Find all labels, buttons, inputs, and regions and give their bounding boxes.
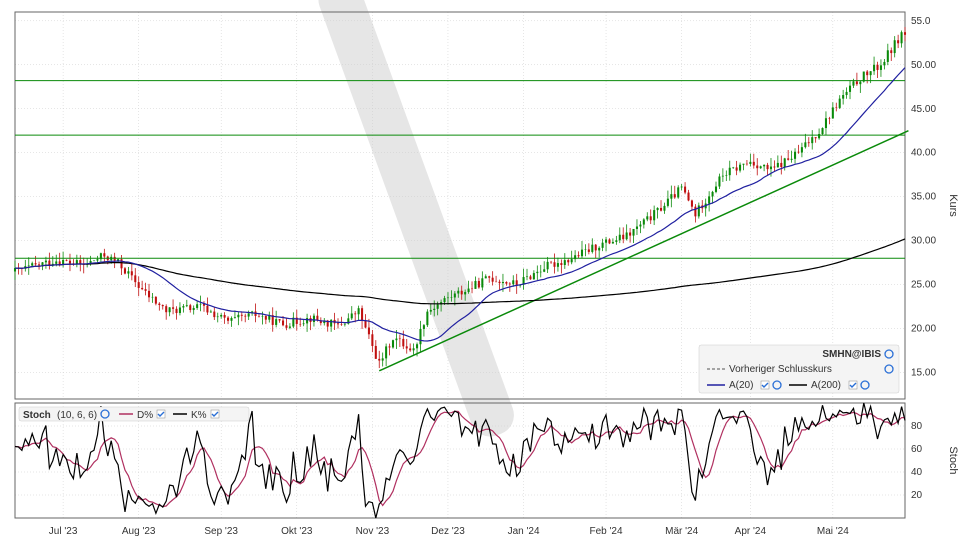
svg-text:Jan '24: Jan '24 [508, 526, 540, 537]
stock-chart-svg: 15.00 20.00 25.00 30.00 35.00 40.00 45.00 50.00… [0, 0, 960, 540]
svg-text:20: 20 [911, 490, 923, 501]
svg-text:K%: K% [191, 410, 207, 421]
svg-text:Sep '23: Sep '23 [204, 526, 238, 537]
svg-text:SMHN@IBIS: SMHN@IBIS [822, 349, 881, 360]
svg-text:A(200): A(200) [811, 380, 841, 391]
indicator-legend: Stoch (10, 6, 6) D% K% [19, 407, 249, 421]
svg-text:Dez '23: Dez '23 [431, 526, 465, 537]
svg-text:(10, 6, 6): (10, 6, 6) [57, 410, 97, 421]
svg-text:Stoch: Stoch [947, 446, 959, 474]
svg-text:15.00: 15.00 [911, 368, 936, 379]
svg-text:Apr '24: Apr '24 [735, 526, 767, 537]
svg-text:60: 60 [911, 444, 923, 455]
svg-text:20.00: 20.00 [911, 324, 936, 335]
main-legend: SMHN@IBIS Vorheriger Schlusskurs A(20) A(20… [699, 345, 899, 393]
svg-text:Stoch: Stoch [23, 410, 51, 421]
svg-text:35.00: 35.00 [911, 192, 936, 203]
svg-text:Jul '23: Jul '23 [49, 526, 78, 537]
stock-chart-container: 15.00 20.00 25.00 30.00 35.00 40.00 45.00 50.00… [0, 0, 960, 540]
svg-text:D%: D% [137, 410, 153, 421]
svg-text:Okt '23: Okt '23 [281, 526, 313, 537]
svg-text:Aug '23: Aug '23 [122, 526, 156, 537]
svg-text:A(20): A(20) [729, 380, 753, 391]
svg-text:Mär '24: Mär '24 [665, 526, 698, 537]
svg-text:50.00: 50.00 [911, 60, 936, 71]
svg-text:Mai '24: Mai '24 [817, 526, 849, 537]
svg-text:Nov '23: Nov '23 [356, 526, 390, 537]
svg-text:Feb '24: Feb '24 [590, 526, 623, 537]
svg-text:Kurs: Kurs [947, 194, 959, 217]
svg-text:30.00: 30.00 [911, 236, 936, 247]
svg-text:45.00: 45.00 [911, 104, 936, 115]
svg-text:Vorheriger Schlusskurs: Vorheriger Schlusskurs [729, 364, 832, 375]
svg-text:40.00: 40.00 [911, 148, 936, 159]
svg-text:40: 40 [911, 467, 923, 478]
svg-text:25.00: 25.00 [911, 280, 936, 291]
svg-text:55.0: 55.0 [911, 16, 931, 27]
svg-text:80: 80 [911, 421, 923, 432]
